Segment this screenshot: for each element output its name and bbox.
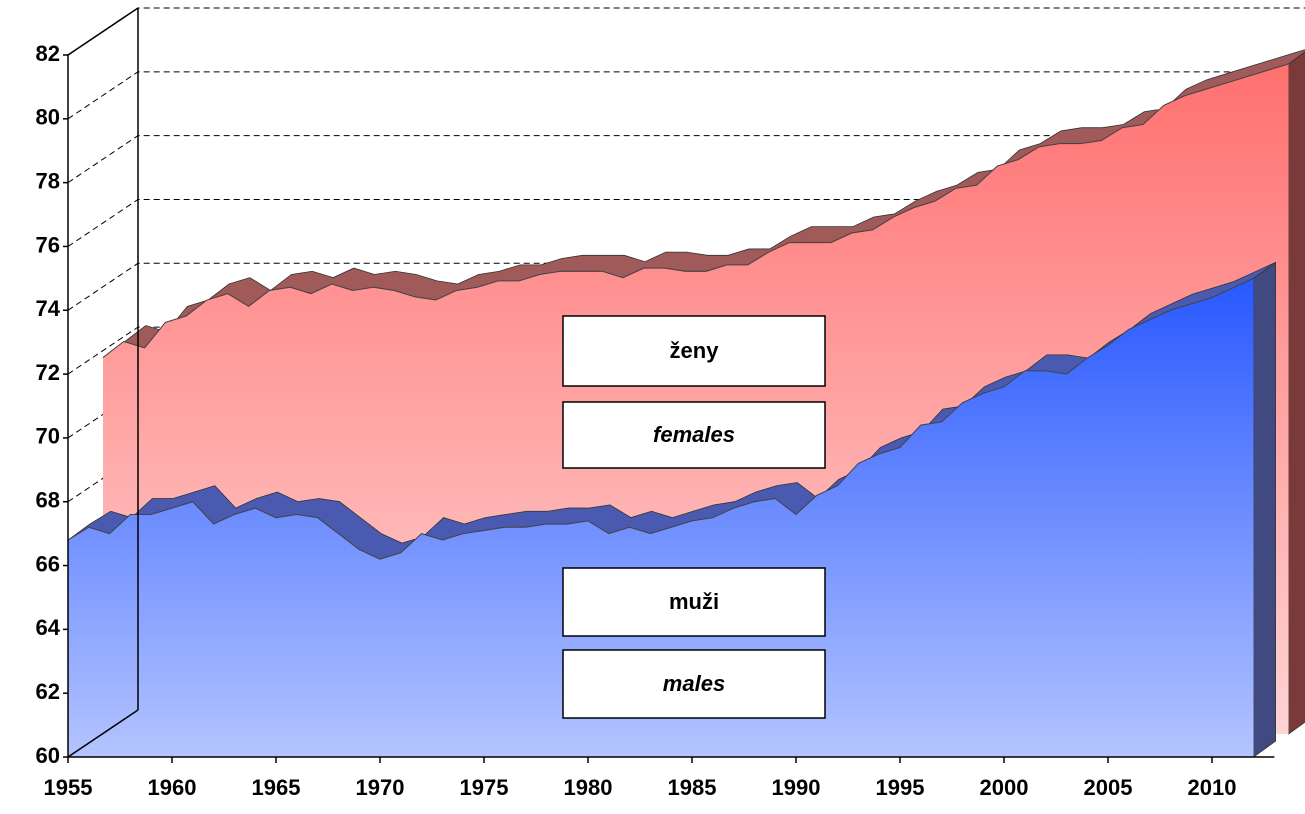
x-tick-label: 2005 [1084,775,1133,800]
y-tick-label: 64 [36,615,61,640]
x-tick-label: 1960 [148,775,197,800]
y-axis-top [67,7,139,56]
floor-edge [67,709,139,758]
area-fill [68,278,1254,757]
x-tick-label: 1990 [772,775,821,800]
x-tick-label: 1965 [252,775,301,800]
area-line [102,63,1289,358]
x-tick-label: 2010 [1188,775,1237,800]
grid-line [67,71,1305,120]
y-tick-label: 78 [36,168,60,193]
series-label-en: females [653,422,735,447]
x-tick-label: 1995 [876,775,925,800]
y-tick-label: 60 [36,743,60,768]
y-tick-label: 62 [36,679,60,704]
series-label: muži [669,589,719,614]
y-tick-label: 66 [36,551,60,576]
series-label: ženy [670,338,720,363]
areas [67,49,1305,758]
x-tick-label: 1970 [356,775,405,800]
grid-line [67,7,1305,56]
x-tick-label: 2000 [980,775,1029,800]
y-tick-label: 82 [36,41,60,66]
x-tick-label: 1975 [460,775,509,800]
area-side [1253,261,1276,758]
y-tick-label: 70 [36,424,60,449]
area-side [1288,51,1305,735]
y-tick-label: 68 [36,488,60,513]
x-tick-label: 1980 [564,775,613,800]
axes: 60 62 64 66 68 70 72 74 76 78 80 82 1955 1960 1965 1970… [36,7,1275,800]
area-line [67,277,1254,560]
label-box: ženy females muži males [562,315,826,719]
x-tick-label: 1955 [44,775,93,800]
series-label-en: males [663,671,725,696]
x-tick-label: 1985 [668,775,717,800]
y-tick-label: 76 [36,232,60,257]
y-tick-label: 72 [36,360,60,385]
y-tick-label: 80 [36,105,60,130]
y-tick-label: 74 [36,296,61,321]
